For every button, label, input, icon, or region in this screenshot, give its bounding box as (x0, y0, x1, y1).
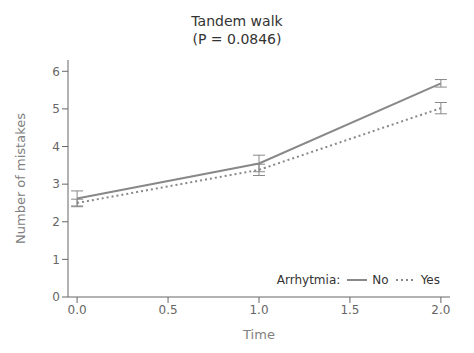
svg-text:0.0: 0.0 (68, 303, 87, 317)
html-text:No: No (372, 273, 389, 287)
html-text:Tandem walk: Tandem walk (191, 13, 283, 29)
svg-text:0: 0 (52, 290, 60, 304)
html-text:Yes: Yes (420, 273, 440, 287)
svg-text:1.0: 1.0 (249, 303, 268, 317)
svg-text:Time: Time (242, 327, 275, 342)
svg-text:4: 4 (52, 140, 60, 154)
svg-text:0.5: 0.5 (159, 303, 178, 317)
svg-text:5: 5 (52, 102, 60, 116)
svg-text:1.5: 1.5 (340, 303, 359, 317)
svg-text:2.0: 2.0 (431, 303, 450, 317)
svg-text:1: 1 (52, 253, 60, 267)
html-text:(P = 0.0846): (P = 0.0846) (192, 31, 282, 47)
svg-text:Number of mistakes: Number of mistakes (13, 113, 28, 244)
svg-text:2: 2 (52, 215, 60, 229)
svg-text:3: 3 (52, 177, 60, 191)
html-text:Arrhytmia:: Arrhytmia: (276, 273, 341, 287)
svg-text:6: 6 (52, 65, 60, 79)
